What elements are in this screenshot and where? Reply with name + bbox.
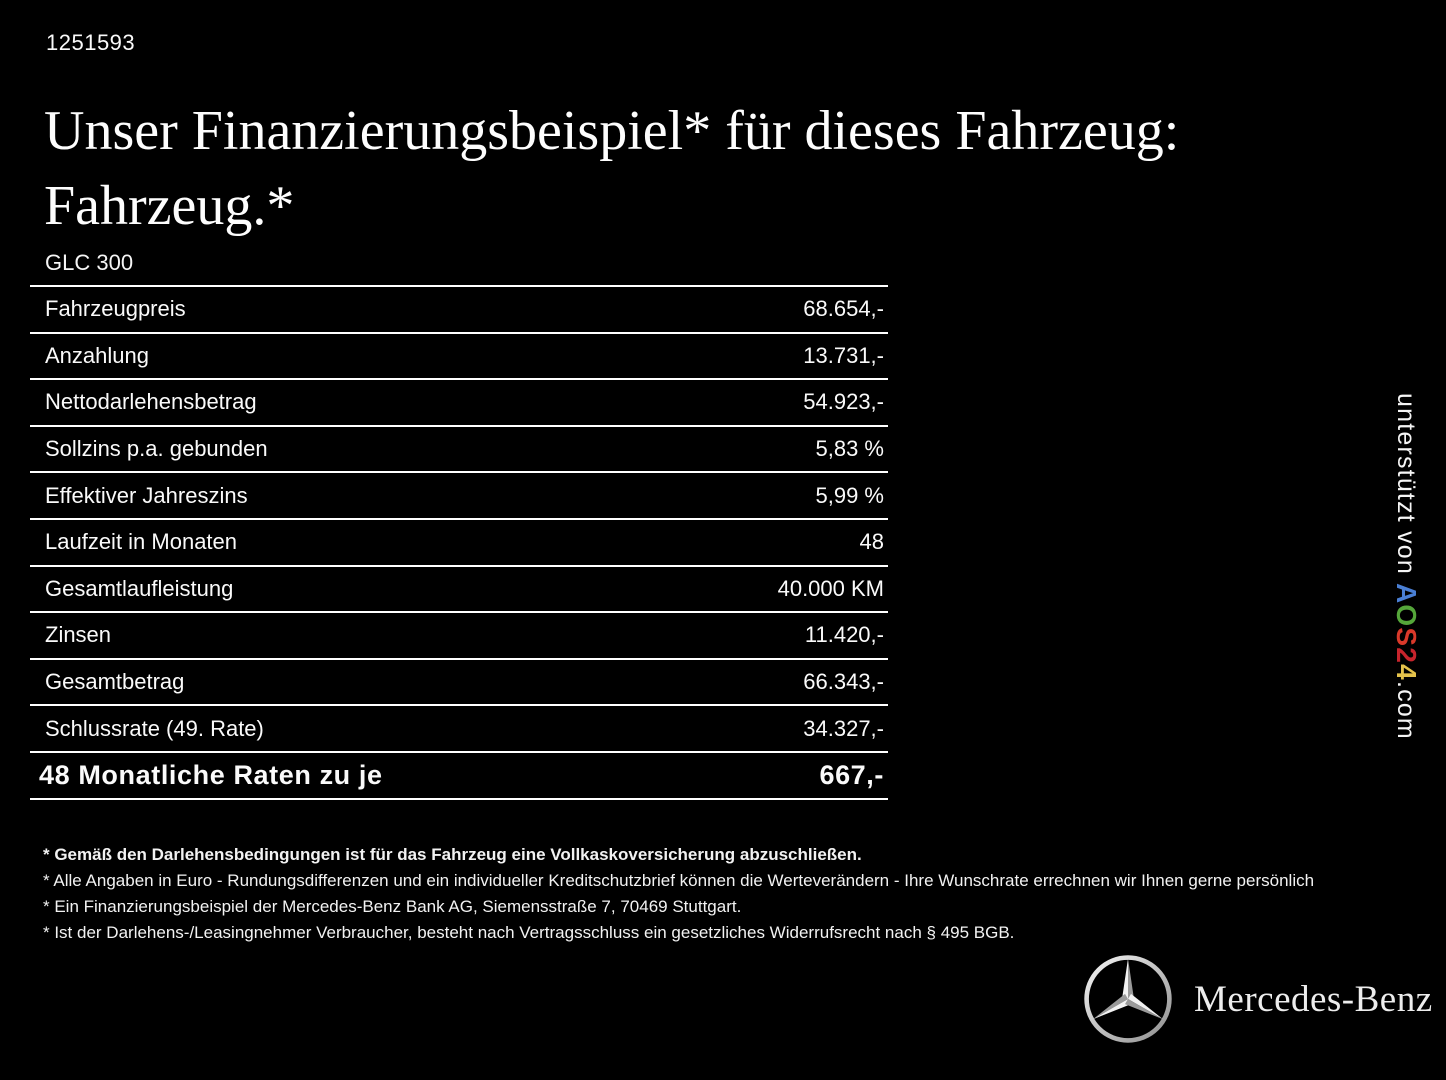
side-watermark-suffix: .com bbox=[1392, 680, 1420, 740]
footnotes: * Gemäß den Darlehensbedingungen ist für… bbox=[43, 842, 1423, 946]
aos24-letter: O bbox=[1391, 604, 1422, 628]
mercedes-wordmark: Mercedes-Benz bbox=[1194, 979, 1433, 1020]
footnote: * Alle Angaben in Euro - Rundungsdiffere… bbox=[43, 871, 1315, 890]
table-row: Anzahlung 13.731,- bbox=[30, 331, 888, 379]
row-label: Laufzeit in Monaten bbox=[45, 529, 238, 555]
row-value: 48 bbox=[859, 529, 884, 555]
side-watermark-prefix: unterstützt von bbox=[1392, 393, 1420, 584]
row-label: Anzahlung bbox=[45, 342, 149, 368]
row-value: 54.923,- bbox=[803, 389, 884, 415]
row-value: 66.343,- bbox=[803, 669, 884, 695]
table-row: Effektiver Jahreszins 5,99 % bbox=[30, 471, 888, 518]
mercedes-star-icon bbox=[1084, 955, 1172, 1043]
table-row: Laufzeit in Monaten 48 bbox=[30, 517, 888, 565]
footnote: * Ist der Darlehens-/Leasingnehmer Verbr… bbox=[43, 923, 1015, 942]
summary-row: 48 Monatliche Raten zu je 667,- bbox=[30, 750, 888, 798]
row-label: Effektiver Jahreszins bbox=[45, 482, 248, 508]
row-label: Gesamtlaufleistung bbox=[45, 575, 234, 601]
row-value: 11.420,- bbox=[804, 622, 884, 648]
financing-table: Fahrzeugpreis 68.654,- Anzahlung 13.731,… bbox=[30, 285, 888, 800]
aos24-letter: 2 bbox=[1391, 647, 1422, 665]
page-title: Unser Finanzierungsbeispiel* für dieses … bbox=[44, 94, 1384, 244]
aos24-letter: 4 bbox=[1391, 664, 1422, 681]
row-value: 5,99 % bbox=[815, 482, 885, 508]
summary-row-label: 48 Monatliche Raten zu je bbox=[39, 759, 383, 790]
table-row: Nettodarlehensbetrag 54.923,- bbox=[30, 378, 888, 425]
row-label: Gesamtbetrag bbox=[45, 669, 185, 695]
row-value: 13.731,- bbox=[803, 342, 884, 368]
aos24-logo-text: AOS24 bbox=[1391, 583, 1422, 681]
row-label: Schlussrate (49. Rate) bbox=[45, 715, 264, 741]
vehicle-model: GLC 300 bbox=[45, 250, 134, 275]
row-label: Sollzins p.a. gebunden bbox=[45, 436, 268, 462]
table-row: Gesamtlaufleistung 40.000 KM bbox=[30, 564, 888, 612]
row-value: 34.327,- bbox=[803, 715, 884, 741]
document-id: 1251593 bbox=[46, 30, 136, 55]
table-row: Schlussrate (49. Rate) 34.327,- bbox=[30, 704, 888, 751]
side-watermark: unterstützt von AOS24.com bbox=[1390, 393, 1422, 793]
financing-table-body: Fahrzeugpreis 68.654,- Anzahlung 13.731,… bbox=[30, 285, 888, 751]
summary-row-value: 667,- bbox=[819, 759, 884, 790]
page-title-line-2: Fahrzeug.* bbox=[44, 175, 295, 237]
footnote: * Gemäß den Darlehensbedingungen ist für… bbox=[43, 845, 862, 864]
table-row: Sollzins p.a. gebunden 5,83 % bbox=[30, 424, 888, 472]
table-row: Zinsen 11.420,- bbox=[30, 611, 888, 658]
row-label: Fahrzeugpreis bbox=[45, 296, 186, 322]
aos24-letter: A bbox=[1391, 583, 1422, 605]
table-row: Gesamtbetrag 66.343,- bbox=[30, 657, 888, 705]
row-value: 40.000 KM bbox=[777, 575, 884, 601]
row-value: 68.654,- bbox=[803, 296, 884, 322]
row-label: Nettodarlehensbetrag bbox=[45, 389, 257, 415]
row-label: Zinsen bbox=[45, 622, 112, 648]
row-value: 5,83 % bbox=[815, 436, 885, 462]
table-row: Fahrzeugpreis 68.654,- bbox=[30, 285, 888, 332]
page-title-line-1: Unser Finanzierungsbeispiel* für dieses … bbox=[44, 100, 1180, 162]
footnote: * Ein Finanzierungsbeispiel der Mercedes… bbox=[43, 897, 742, 916]
aos24-letter: S bbox=[1391, 627, 1422, 648]
